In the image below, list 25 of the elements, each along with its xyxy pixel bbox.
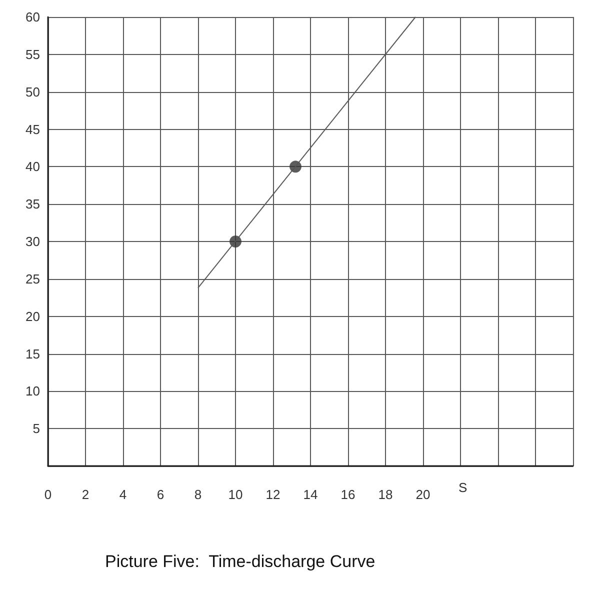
x-tick-label: 18	[378, 487, 393, 502]
x-tick-label: 4	[119, 487, 127, 502]
x-tick-label: 20	[416, 487, 430, 502]
y-tick-label: 50	[26, 84, 40, 100]
y-tick-label: 15	[26, 346, 40, 362]
x-tick-label: 6	[156, 487, 164, 502]
x-tick-label: 16	[340, 487, 356, 502]
x-tick-label: 0	[44, 487, 52, 502]
y-tick-label: 25	[26, 271, 40, 286]
text: Picture Five: Time-discharge Curve	[105, 552, 376, 571]
y-tick-label: 40	[26, 159, 40, 174]
y-tick-label: 60	[26, 10, 40, 24]
x-tick-label: 14	[303, 487, 318, 502]
y-tick-label: 20	[26, 308, 40, 324]
x-tick-label: 12	[266, 487, 280, 502]
y-tick-label: 10	[26, 384, 40, 399]
y-tick-label: 35	[26, 196, 40, 212]
x-tick-label: 8	[194, 487, 202, 502]
x-tick-label: 10	[228, 487, 243, 502]
y-tick-label: 5	[32, 421, 40, 436]
y-tick-label: 30	[26, 234, 40, 249]
x-tick-label: 2	[82, 487, 90, 502]
x-axis-title: S	[458, 480, 468, 495]
y-tick-label: 55	[26, 46, 40, 62]
y-tick-label: 45	[26, 122, 40, 137]
